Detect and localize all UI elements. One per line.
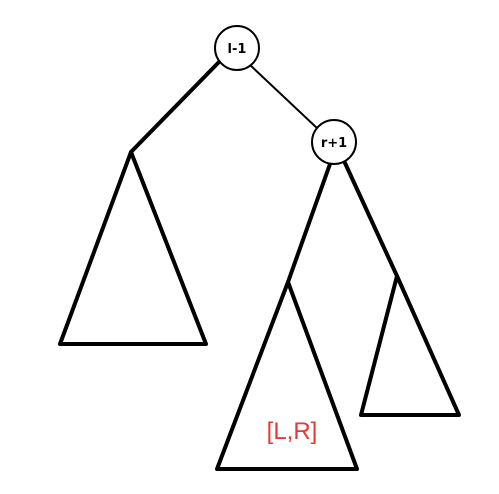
root-node: l-1 (214, 25, 260, 71)
edge-root-to-left-subtree (129, 60, 221, 154)
middle-subtree-triangle (215, 280, 359, 471)
range-label: [L,R] (267, 418, 318, 445)
edge-root-to-right-node (248, 63, 319, 130)
root-node-label: l-1 (228, 42, 247, 57)
right-child-node-label: r+1 (321, 136, 347, 151)
left-subtree-triangle (58, 150, 208, 346)
edge-right-node-to-mid-subtree (286, 162, 332, 284)
edge-right-node-to-small-subtree (343, 161, 399, 278)
root-node-circle (214, 25, 260, 71)
right-child-node-circle (311, 119, 357, 165)
right-child-node: r+1 (311, 119, 357, 165)
right-small-subtree-triangle (359, 274, 461, 417)
